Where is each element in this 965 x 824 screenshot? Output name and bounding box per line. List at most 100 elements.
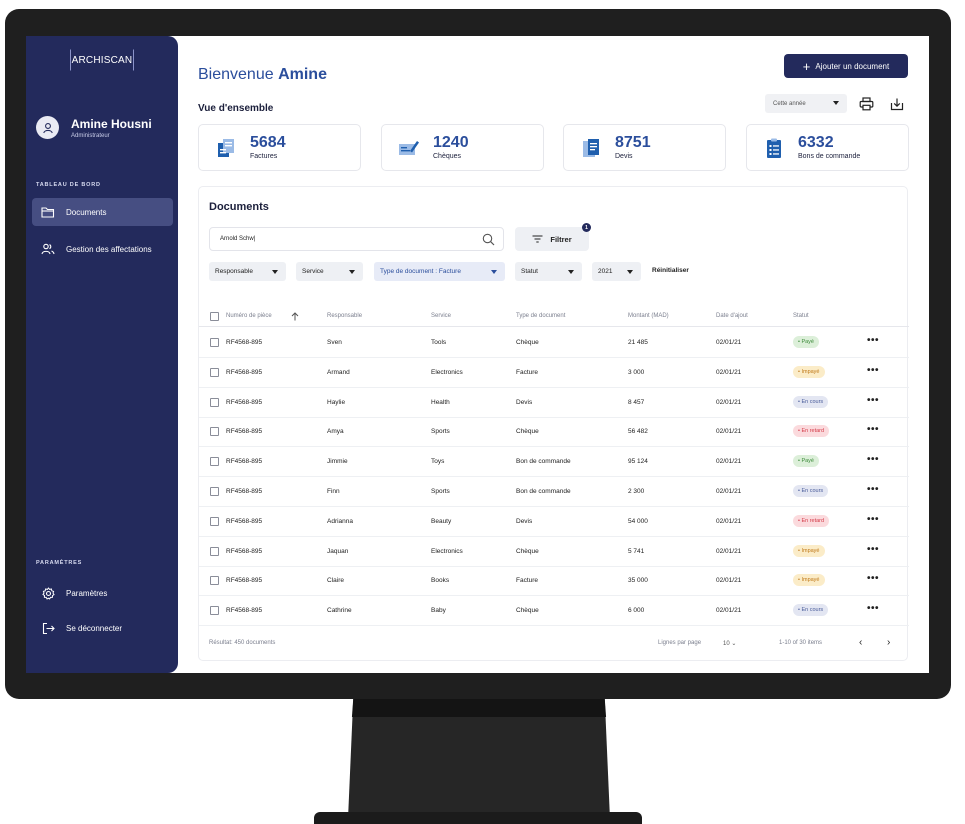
filter-button[interactable]: Filtrer 1: [515, 223, 591, 251]
column-header-type[interactable]: Type de document: [516, 313, 566, 319]
more-actions-icon[interactable]: •••: [867, 603, 880, 615]
rows-per-page-select[interactable]: 10 ⌄: [723, 641, 737, 647]
sidebar-item-label: Se déconnecter: [66, 623, 123, 633]
chevron-down-icon: [272, 270, 278, 274]
app-logo[interactable]: ARCHISCAN: [70, 49, 134, 71]
filter-chip-status[interactable]: Statut: [515, 262, 582, 281]
prev-page-button[interactable]: ‹: [859, 637, 863, 648]
more-actions-icon[interactable]: •••: [867, 394, 880, 406]
cell-date: 02/01/21: [716, 547, 742, 555]
cell-resp: Armand: [327, 368, 350, 376]
cell-resp: Finn: [327, 488, 340, 495]
column-header-responsable[interactable]: Responsable: [327, 313, 363, 319]
cell-service: Electronics: [431, 547, 463, 555]
download-button[interactable]: [887, 94, 906, 113]
filter-chip-service[interactable]: Service: [296, 262, 363, 281]
reset-filters-link[interactable]: Réinitialiser: [652, 267, 689, 274]
next-page-button[interactable]: ›: [887, 637, 891, 648]
filter-chip-document-type[interactable]: Type de document : Facture: [374, 262, 505, 281]
table-row[interactable]: RF4568-895 Sven Tools Chèque 21 485 02/01/21 •…: [199, 328, 909, 358]
pagination-range: 1-10 of 30 items: [779, 640, 823, 646]
row-checkbox[interactable]: [210, 427, 219, 437]
user-profile[interactable]: Amine Housni Administrateur: [36, 116, 152, 139]
section-label-dashboard: TABLEAU DE BORD: [36, 182, 101, 188]
row-checkbox[interactable]: [210, 576, 219, 586]
sidebar-item-settings[interactable]: Paramètres: [32, 579, 173, 607]
documents-title: Documents: [209, 201, 269, 213]
folder-icon: [41, 205, 55, 219]
more-actions-icon[interactable]: •••: [867, 573, 880, 585]
monitor-base: [314, 812, 642, 824]
table-row[interactable]: RF4568-895 Jaquan Electronics Chèque 5 741 02…: [199, 537, 909, 567]
column-header-amount[interactable]: Montant (MAD): [628, 313, 669, 319]
row-checkbox[interactable]: [210, 516, 219, 526]
sort-arrow-up-icon: [291, 312, 299, 321]
table-row[interactable]: RF4568-895 Claire Books Facture 35 000 02/01/…: [199, 566, 909, 597]
table-row[interactable]: RF4568-895 Jimmie Toys Bon de commande 95 12…: [199, 447, 909, 478]
search-input[interactable]: Arnold Schw |: [209, 227, 504, 251]
row-checkbox[interactable]: [210, 397, 219, 407]
invoice-icon: [218, 139, 234, 157]
status-badge: • En cours: [793, 395, 829, 408]
user-name: Amine Housni: [71, 116, 152, 131]
more-actions-icon[interactable]: •••: [867, 364, 880, 376]
table-row[interactable]: RF4568-895 Finn Sports Bon de commande 2 300…: [199, 477, 909, 507]
column-header-service[interactable]: Service: [431, 313, 452, 319]
cell-amount: 54 000: [628, 517, 648, 525]
stat-card-invoices[interactable]: 5684 Factures: [198, 124, 361, 171]
stat-card-quotes[interactable]: 8751 Devis: [563, 124, 726, 171]
table-row[interactable]: RF4568-895 Haylie Health Devis 8 457 02/01/21…: [199, 388, 909, 418]
sidebar-item-documents[interactable]: Documents: [32, 198, 173, 226]
print-button[interactable]: [857, 94, 876, 113]
stat-card-cheques[interactable]: 1240 Chèques: [381, 124, 544, 171]
table-row[interactable]: RF4568-895 Armand Electronics Facture 3 000 0…: [199, 358, 909, 388]
filter-chip-year[interactable]: 2021: [592, 262, 641, 281]
cell-date: 02/01/21: [716, 488, 742, 495]
cell-id: RF4568-895: [226, 458, 263, 466]
filter-chip-responsable[interactable]: Responsable: [209, 262, 286, 281]
more-actions-icon[interactable]: •••: [867, 335, 880, 346]
cell-date: 02/01/21: [716, 607, 742, 615]
more-actions-icon[interactable]: •••: [867, 513, 880, 525]
table-row[interactable]: RF4568-895 Adrianna Beauty Devis 54 000 02/01…: [199, 507, 909, 537]
more-actions-icon[interactable]: •••: [867, 424, 880, 436]
cell-service: Baby: [431, 607, 446, 615]
cell-date: 02/01/21: [716, 428, 742, 436]
cell-resp: Jimmie: [327, 458, 348, 466]
row-checkbox[interactable]: [210, 606, 219, 616]
cell-date: 02/01/21: [716, 458, 742, 466]
chip-label: Type de document : Facture: [380, 268, 461, 275]
period-select[interactable]: Cette année: [765, 94, 847, 113]
column-header-status[interactable]: Statut: [793, 313, 809, 319]
status-badge: • Impayé: [793, 365, 825, 378]
more-actions-icon[interactable]: •••: [867, 454, 880, 466]
cell-resp: Cathrine: [327, 607, 352, 615]
gear-icon: [41, 586, 55, 600]
more-actions-icon[interactable]: •••: [867, 543, 880, 555]
chevron-down-icon: [568, 270, 574, 274]
stat-value: 1240: [433, 134, 469, 151]
row-checkbox[interactable]: [210, 338, 219, 347]
column-header-piece[interactable]: Numéro de pièce: [226, 313, 272, 319]
cell-id: RF4568-895: [226, 517, 263, 525]
sidebar-item-logout[interactable]: Se déconnecter: [32, 614, 173, 642]
cell-id: RF4568-895: [226, 428, 263, 436]
row-checkbox[interactable]: [210, 367, 219, 377]
add-document-button[interactable]: + Ajouter un document: [784, 54, 908, 78]
app-screen: ARCHISCAN Amine Housni Administrateur TA…: [26, 36, 929, 673]
select-all-checkbox[interactable]: [210, 312, 219, 321]
rows-per-page-label: Lignes par page: [658, 640, 702, 646]
table-row[interactable]: RF4568-895 Amya Sports Chèque 56 482 02/01/21…: [199, 417, 909, 448]
row-checkbox[interactable]: [210, 457, 219, 467]
monitor-stand-shadow: [351, 699, 607, 717]
column-header-date[interactable]: Date d'ajout: [716, 313, 748, 319]
row-checkbox[interactable]: [210, 546, 219, 556]
stat-card-purchase-orders[interactable]: 6332 Bons de commande: [746, 124, 909, 171]
sidebar-item-assignments[interactable]: Gestion des affectations: [32, 235, 173, 263]
page-title: Bienvenue Amine: [198, 66, 327, 84]
row-checkbox[interactable]: [210, 487, 219, 496]
users-icon: [41, 242, 55, 256]
more-actions-icon[interactable]: •••: [867, 484, 880, 495]
status-badge: • En cours: [793, 485, 829, 497]
table-row[interactable]: RF4568-895 Cathrine Baby Chèque 6 000 02/01/2…: [199, 596, 909, 627]
